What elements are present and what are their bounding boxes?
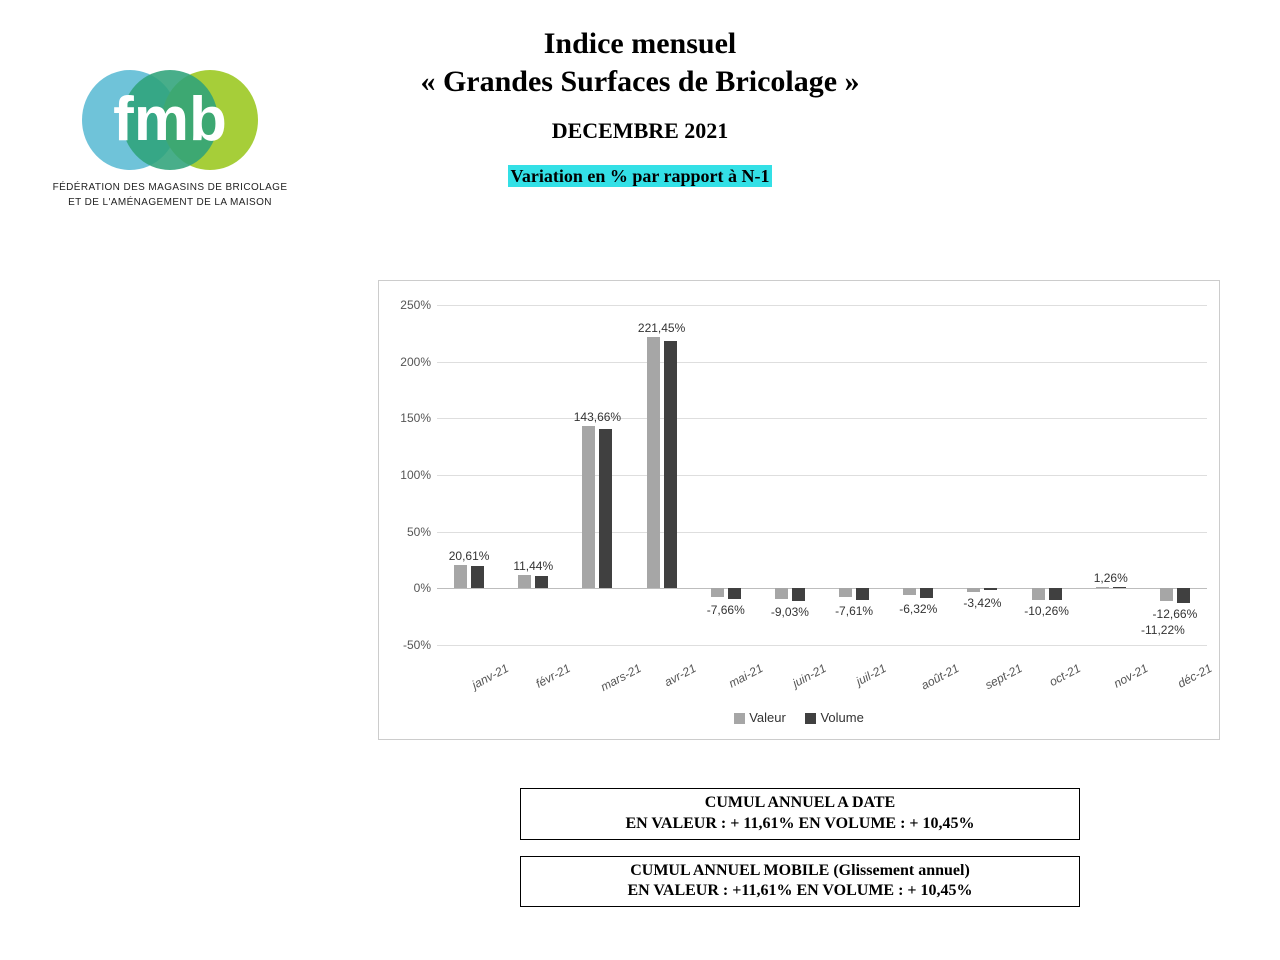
cumul-mobile-box: CUMUL ANNUEL MOBILE (Glissement annuel) … <box>520 856 1080 908</box>
bar <box>518 575 531 588</box>
data-label: -7,66% <box>707 603 745 617</box>
legend-item: Volume <box>805 710 863 725</box>
gridline <box>437 362 1207 363</box>
x-tick-label: mars-21 <box>599 661 644 694</box>
data-label: -3,42% <box>963 596 1001 610</box>
bar <box>535 576 548 588</box>
bar <box>1113 587 1126 588</box>
legend-label: Valeur <box>749 710 786 725</box>
x-tick-label: août-21 <box>919 661 962 692</box>
gridline <box>437 305 1207 306</box>
data-label: -12,66% <box>1153 607 1198 621</box>
bar <box>1049 588 1062 599</box>
box2-title: CUMUL ANNUEL MOBILE (Glissement annuel) <box>527 861 1073 882</box>
page-title-line1: Indice mensuel <box>0 25 1280 63</box>
legend-label: Volume <box>820 710 863 725</box>
data-label: 11,44% <box>513 559 553 573</box>
header-block: Indice mensuel « Grandes Surfaces de Bri… <box>0 25 1280 187</box>
box1-title: CUMUL ANNUEL A DATE <box>527 793 1073 814</box>
bar <box>1032 588 1045 600</box>
x-tick-label: juil-21 <box>854 661 889 688</box>
bar <box>920 588 933 598</box>
x-tick-label: déc-21 <box>1175 661 1214 691</box>
bar <box>856 588 869 599</box>
y-tick-label: 250% <box>400 298 431 312</box>
data-label: -9,03% <box>771 605 809 619</box>
y-tick-label: 50% <box>407 525 431 539</box>
bar <box>711 588 724 597</box>
cumul-annuel-box: CUMUL ANNUEL A DATE EN VALEUR : + 11,61%… <box>520 788 1080 840</box>
x-tick-label: sept-21 <box>983 661 1025 692</box>
bar <box>775 588 788 598</box>
legend-item: Valeur <box>734 710 786 725</box>
x-tick-label: mai-21 <box>726 661 765 691</box>
bar <box>664 341 677 588</box>
bar <box>839 588 852 597</box>
bar <box>647 337 660 588</box>
bar <box>1096 587 1109 588</box>
bar <box>728 588 741 599</box>
bar <box>903 588 916 595</box>
bar <box>454 565 467 588</box>
y-tick-label: -50% <box>403 638 431 652</box>
x-tick-label: avr-21 <box>662 661 698 689</box>
logo-caption-2: ET DE L'AMÉNAGEMENT DE LA MAISON <box>40 197 300 210</box>
data-label: -11,22% <box>1141 623 1185 637</box>
highlight-text: Variation en % par rapport à N-1 <box>508 165 771 187</box>
page-title-line2: « Grandes Surfaces de Bricolage » <box>0 63 1280 101</box>
bar <box>471 566 484 589</box>
data-label: 143,66% <box>574 410 621 424</box>
bar <box>582 426 595 589</box>
bar-chart: -50% 0% 50% 100% 150% 200% 250% janv-21 févr-21 m… <box>378 280 1220 740</box>
gridline <box>437 645 1207 646</box>
y-tick-label: 150% <box>400 411 431 425</box>
y-tick-label: 0% <box>414 581 431 595</box>
page-subtitle: DECEMBRE 2021 <box>0 118 1280 144</box>
gridline <box>437 418 1207 419</box>
x-tick-label: févr-21 <box>534 661 573 691</box>
x-tick-label: oct-21 <box>1046 661 1082 689</box>
y-tick-label: 100% <box>400 468 431 482</box>
data-label: 221,45% <box>638 321 685 335</box>
data-label: -10,26% <box>1024 604 1069 618</box>
bar <box>599 429 612 589</box>
x-tick-label: juin-21 <box>790 661 828 690</box>
bar <box>1177 588 1190 602</box>
data-label: -6,32% <box>899 602 937 616</box>
data-label: 1,26% <box>1094 571 1128 585</box>
bar <box>984 588 997 590</box>
data-label: 20,61% <box>449 549 490 563</box>
gridline <box>437 475 1207 476</box>
gridline <box>437 532 1207 533</box>
bar <box>792 588 805 600</box>
chart-legend: Valeur Volume <box>379 710 1219 725</box>
summary-boxes: CUMUL ANNUEL A DATE EN VALEUR : + 11,61%… <box>520 788 1080 923</box>
box2-values: EN VALEUR : +11,61% EN VOLUME : + 10,45% <box>527 881 1073 902</box>
box1-values: EN VALEUR : + 11,61% EN VOLUME : + 10,45… <box>527 814 1073 835</box>
bar <box>1160 588 1173 601</box>
y-tick-label: 200% <box>400 355 431 369</box>
x-tick-label: nov-21 <box>1111 661 1150 691</box>
bar <box>967 588 980 592</box>
x-tick-label: janv-21 <box>470 661 511 692</box>
data-label: -7,61% <box>835 604 873 618</box>
